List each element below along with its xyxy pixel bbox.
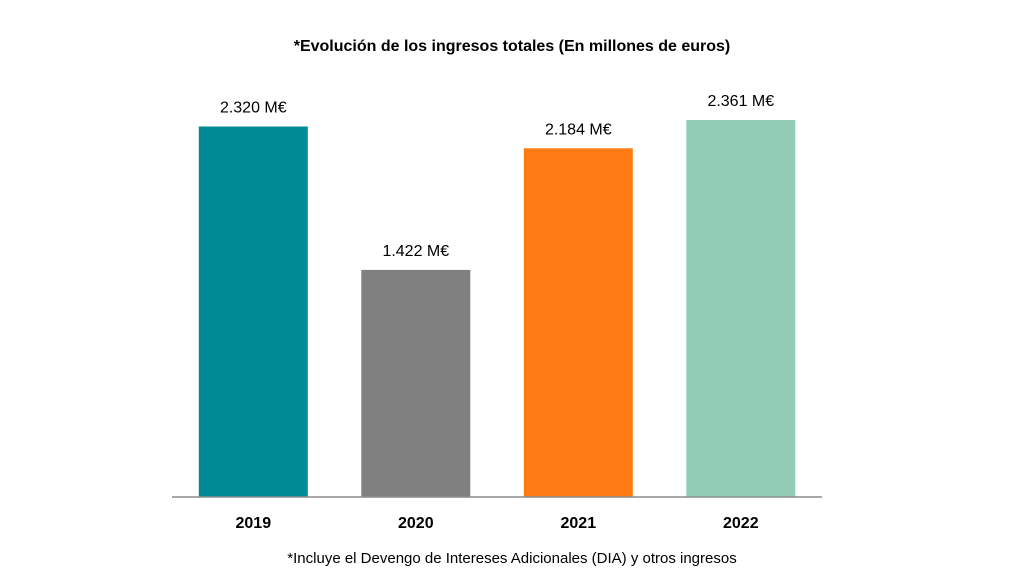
data-label-2022: 2.361 M€ (707, 93, 774, 110)
data-label-2021: 2.184 M€ (545, 121, 612, 138)
x-tick-label-2019: 2019 (236, 515, 272, 532)
chart-title: *Evolución de los ingresos totales (En m… (293, 38, 731, 55)
chart-footnote: *Incluye el Devengo de Intereses Adicion… (287, 550, 737, 567)
bar-2021 (523, 148, 633, 498)
data-label-2020: 1.422 M€ (382, 243, 449, 260)
bar-2020 (361, 269, 471, 497)
x-tick-label-2022: 2022 (723, 515, 759, 532)
data-label-2019: 2.320 M€ (220, 100, 287, 117)
x-tick-label-2021: 2021 (561, 515, 597, 532)
bar-2019 (198, 126, 308, 497)
x-tick-label-2020: 2020 (398, 515, 434, 532)
bar-2022 (686, 120, 796, 497)
